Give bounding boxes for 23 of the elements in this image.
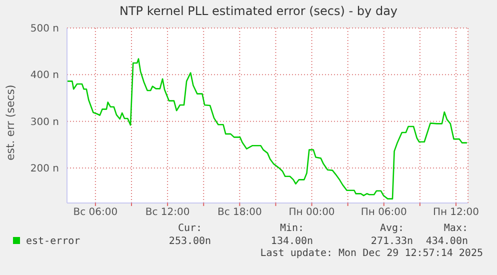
x-tick-label: Пн 06:00 bbox=[360, 207, 407, 218]
text: Max: bbox=[444, 223, 468, 234]
y-tick-label: 400 n bbox=[30, 70, 59, 82]
y-tick-label: 200 n bbox=[30, 164, 59, 175]
y-axis-title: est. err (secs) bbox=[4, 84, 17, 160]
text: 134.00n bbox=[270, 236, 314, 247]
y-tick-label: 300 n bbox=[30, 116, 59, 128]
x-tick-label: Вс 18:00 bbox=[217, 207, 262, 218]
x-tick-label: Вс 06:00 bbox=[73, 207, 118, 218]
text: Cur: bbox=[176, 223, 204, 234]
text: Last update: Mon Dec 29 12:57:14 2025 bbox=[260, 248, 483, 259]
text: 434.00n bbox=[426, 236, 468, 247]
chart-title: NTP kernel PLL estimated error (secs) - by day bbox=[118, 4, 399, 18]
text: Avg: bbox=[380, 223, 404, 234]
x-tick-label: Вс 12:00 bbox=[145, 207, 190, 218]
y-tick-label: 500 n bbox=[30, 24, 59, 35]
legend-label: est-error bbox=[25, 236, 80, 247]
text: 271.33n bbox=[370, 236, 414, 247]
line-series bbox=[67, 58, 468, 200]
text: 253.00n bbox=[168, 236, 212, 247]
x-tick-label: Пн 00:00 bbox=[288, 207, 335, 218]
x-tick-label: Пн 12:00 bbox=[432, 207, 480, 218]
text: Min: bbox=[278, 223, 306, 234]
